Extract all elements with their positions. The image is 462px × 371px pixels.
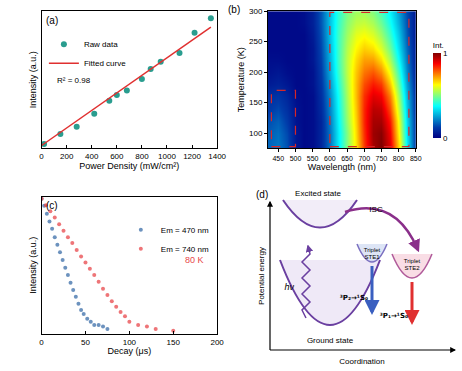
svg-text:100: 100	[249, 129, 263, 138]
svg-text:Wavelength (nm): Wavelength (nm)	[308, 162, 376, 172]
svg-text:Int.: Int.	[433, 41, 444, 50]
svg-text:(b): (b)	[228, 4, 240, 15]
svg-text:(d): (d)	[256, 189, 268, 200]
svg-text:100: 100	[123, 338, 137, 347]
svg-text:R² = 0.98: R² = 0.98	[57, 76, 91, 85]
svg-text:Intensity (a.u.): Intensity (a.u.)	[28, 237, 38, 294]
svg-text:hν: hν	[284, 282, 294, 292]
svg-text:1400: 1400	[208, 152, 226, 161]
svg-text:1200: 1200	[183, 152, 201, 161]
svg-text:0: 0	[39, 152, 44, 161]
svg-text:Fitted curve: Fitted curve	[84, 59, 126, 68]
svg-text:Excited state: Excited state	[295, 189, 341, 198]
svg-text:Decay (μs): Decay (μs)	[108, 347, 152, 357]
svg-text:200: 200	[60, 152, 74, 161]
svg-text:0: 0	[39, 338, 44, 347]
svg-text:STE1: STE1	[364, 254, 380, 260]
svg-text:STE2: STE2	[404, 265, 420, 271]
svg-text:250: 250	[249, 37, 263, 46]
svg-text:150: 150	[249, 98, 263, 107]
svg-text:450: 450	[272, 155, 284, 162]
svg-text:50: 50	[81, 338, 90, 347]
svg-text:Triplet: Triplet	[404, 258, 421, 264]
svg-text:Em = 470 nm: Em = 470 nm	[161, 226, 209, 235]
svg-text:1000: 1000	[158, 152, 176, 161]
svg-text:Potential energy: Potential energy	[257, 247, 266, 305]
svg-text:80 K: 80 K	[185, 255, 204, 265]
svg-text:Triplet: Triplet	[364, 247, 381, 253]
svg-text:550: 550	[307, 155, 319, 162]
svg-text:400: 400	[85, 152, 99, 161]
svg-text:800: 800	[393, 155, 405, 162]
svg-text:300: 300	[249, 7, 263, 16]
svg-text:0: 0	[443, 134, 448, 143]
svg-text:500: 500	[290, 155, 302, 162]
svg-text:600: 600	[324, 155, 336, 162]
svg-text:Raw data: Raw data	[84, 40, 118, 49]
svg-text:600: 600	[110, 152, 124, 161]
svg-text:Temperature (K): Temperature (K)	[236, 47, 246, 112]
svg-text:1: 1	[443, 49, 448, 58]
svg-text:ISC: ISC	[369, 205, 383, 214]
svg-text:Power Density (mW/cm²): Power Density (mW/cm²)	[79, 161, 179, 171]
svg-text:800: 800	[135, 152, 149, 161]
svg-text:(c): (c)	[46, 200, 58, 211]
svg-text:Em = 740 nm: Em = 740 nm	[161, 245, 209, 254]
svg-text:³P₂→¹S₀: ³P₂→¹S₀	[340, 294, 368, 302]
svg-text:650: 650	[341, 155, 353, 162]
svg-text:Ground state: Ground state	[307, 336, 354, 345]
svg-text:750: 750	[376, 155, 388, 162]
svg-text:700: 700	[358, 155, 370, 162]
svg-text:(a): (a)	[46, 15, 58, 26]
svg-text:850: 850	[410, 155, 422, 162]
svg-text:200: 200	[210, 338, 224, 347]
svg-text:Coordination: Coordination	[339, 357, 384, 366]
svg-text:³P₁→¹S₀: ³P₁→¹S₀	[380, 312, 408, 320]
svg-text:200: 200	[249, 68, 263, 77]
svg-text:150: 150	[167, 338, 181, 347]
svg-text:Intensity (a.u.): Intensity (a.u.)	[28, 51, 38, 108]
